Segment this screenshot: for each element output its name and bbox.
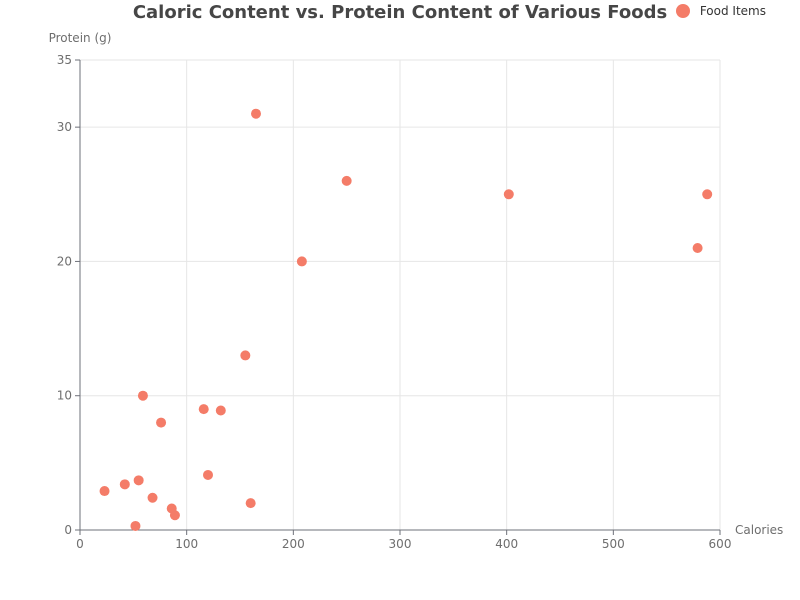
data-point[interactable] — [169, 510, 180, 521]
x-tick-label: 500 — [602, 537, 625, 551]
data-point[interactable] — [245, 498, 256, 509]
axes: 0 100 200 300 400 500 600 0 10 20 30 35 — [57, 53, 732, 551]
data-points — [99, 108, 713, 531]
y-tick-label: 10 — [57, 389, 72, 403]
x-tick-label: 0 — [76, 537, 84, 551]
data-point[interactable] — [119, 479, 130, 490]
data-point[interactable] — [503, 189, 514, 200]
data-point[interactable] — [251, 108, 261, 119]
data-point[interactable] — [692, 243, 703, 253]
y-tick-label: 30 — [57, 120, 72, 134]
data-point[interactable] — [341, 175, 352, 186]
x-tick-label: 600 — [709, 537, 732, 551]
data-point[interactable] — [240, 350, 251, 361]
data-point[interactable] — [133, 475, 144, 486]
y-tick-label: 20 — [57, 254, 72, 268]
legend[interactable]: Food Items — [675, 4, 766, 18]
chart-title: Caloric Content vs. Protein Content of V… — [132, 2, 668, 23]
data-point[interactable] — [203, 469, 213, 480]
x-tick-label: 200 — [282, 537, 305, 551]
x-tick-label: 100 — [175, 537, 198, 551]
data-point[interactable] — [215, 405, 226, 416]
y-tick-label: 35 — [57, 53, 72, 67]
data-point[interactable] — [99, 486, 110, 497]
data-point[interactable] — [147, 492, 158, 503]
legend-label: Food Items — [699, 4, 766, 18]
data-point[interactable] — [156, 417, 167, 428]
x-tick-label: 400 — [495, 537, 518, 551]
grid — [80, 59, 721, 530]
y-axis-label: Protein (g) — [49, 31, 112, 45]
legend-marker — [675, 4, 690, 18]
x-axis-label: Calories — [735, 523, 783, 537]
y-tick-label: 0 — [64, 523, 72, 537]
data-point[interactable] — [296, 256, 307, 267]
data-point[interactable] — [702, 189, 713, 200]
data-point[interactable] — [130, 520, 141, 531]
data-point[interactable] — [137, 390, 148, 401]
x-tick-label: 300 — [389, 537, 412, 551]
data-point[interactable] — [198, 404, 209, 415]
